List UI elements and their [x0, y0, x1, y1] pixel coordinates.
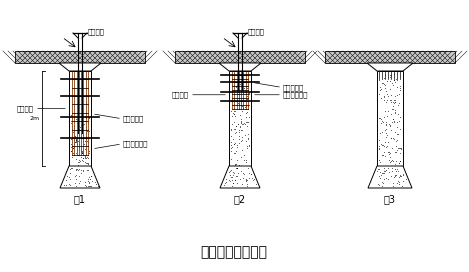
Polygon shape — [69, 71, 91, 166]
Text: 平仓探头: 平仓探头 — [248, 28, 265, 35]
Text: 井下操作工人: 井下操作工人 — [123, 141, 149, 147]
Polygon shape — [229, 71, 251, 166]
Polygon shape — [368, 166, 412, 188]
Polygon shape — [377, 71, 403, 166]
Text: 图3: 图3 — [384, 194, 396, 204]
Text: 导管等管: 导管等管 — [172, 91, 189, 98]
Text: 图2: 图2 — [234, 194, 246, 204]
Text: 灌注砼面线: 灌注砼面线 — [283, 84, 304, 91]
Text: 平仓探头: 平仓探头 — [88, 28, 105, 35]
Text: 导管等管: 导管等管 — [17, 105, 34, 112]
Polygon shape — [15, 51, 145, 63]
Polygon shape — [220, 166, 260, 188]
Polygon shape — [367, 63, 413, 71]
Polygon shape — [219, 63, 261, 71]
Polygon shape — [59, 63, 101, 71]
Text: 井下操作工人: 井下操作工人 — [283, 91, 309, 98]
Polygon shape — [60, 166, 100, 188]
Polygon shape — [325, 51, 455, 63]
Text: 桩芯砼浇筑示意图: 桩芯砼浇筑示意图 — [201, 245, 267, 259]
Text: 灌注砼面线: 灌注砼面线 — [123, 115, 144, 122]
Text: 图1: 图1 — [74, 194, 86, 204]
Polygon shape — [175, 51, 305, 63]
Text: 2m: 2m — [30, 116, 40, 121]
